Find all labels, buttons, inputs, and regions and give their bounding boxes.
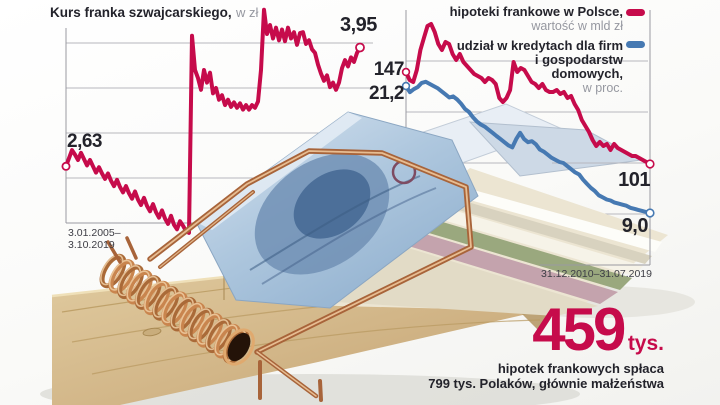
left-chart-date-line1: 3.01.2005–	[68, 227, 121, 239]
left-chart-date-line2: 3.10.2019	[68, 239, 115, 252]
callout-unit: tys.	[627, 332, 664, 355]
callout: 459 tys. hipotek frankowych spłaca 799 t…	[428, 300, 664, 392]
chf-end-marker	[355, 42, 365, 53]
page-title-main: Kurs franka szwajcarskiego,	[50, 5, 232, 20]
callout-number: 459	[532, 296, 626, 363]
chf-rate-line	[61, 7, 365, 235]
right-chart-frame-over	[540, 10, 651, 266]
page-title-unit: w zł	[236, 5, 259, 20]
trap-wire	[106, 148, 474, 402]
callout-line2: 799 tys. Polaków, głównie małżeństwa	[428, 375, 664, 391]
left-chart-dates: 3.01.2005– 3.10.2019	[68, 227, 121, 252]
chf-end-value: 3,95	[340, 14, 377, 36]
coil-end	[223, 328, 255, 366]
legend-series2-label2: i gospodarstw	[534, 52, 623, 68]
legend-series2-label3: domowych,	[551, 66, 623, 82]
legend-swatch-blue	[626, 41, 645, 48]
legend-series1-label: hipoteki frankowe w Polsce,	[449, 4, 623, 19]
chf-start-marker	[61, 161, 71, 171]
legend-series2-sub: w proc.	[582, 81, 623, 96]
legend-series2-label1: udział w kredytach dla firm	[456, 38, 623, 54]
share-start-value: 21,2	[369, 83, 404, 104]
right-chart-legend: hipoteki frankowe w Polsce, wartość w ml…	[449, 4, 623, 96]
share-end-value: 9,0	[621, 215, 649, 237]
mortgage-value-line	[401, 22, 655, 169]
callout-line1: hipotek frankowych spłaca	[497, 361, 664, 376]
mortgage-start-marker	[401, 67, 411, 77]
mortgage-start-value: 147	[373, 59, 405, 80]
legend-series1-sub: wartość w mld zł	[531, 19, 623, 34]
mortgage-end-value: 101	[618, 169, 650, 191]
spring-coil-icon	[99, 253, 250, 364]
mortgage-end-marker	[645, 159, 655, 169]
page-title: Kurs franka szwajcarskiego, w zł	[50, 5, 258, 22]
chf-start-value: 2,63	[67, 131, 102, 152]
loan-share-line	[401, 79, 655, 218]
share-end-marker	[645, 208, 655, 218]
legend-swatch-red	[626, 9, 645, 16]
right-chart-dates: 31.12.2010–31.07.2019	[541, 268, 652, 280]
share-start-marker	[401, 81, 411, 91]
